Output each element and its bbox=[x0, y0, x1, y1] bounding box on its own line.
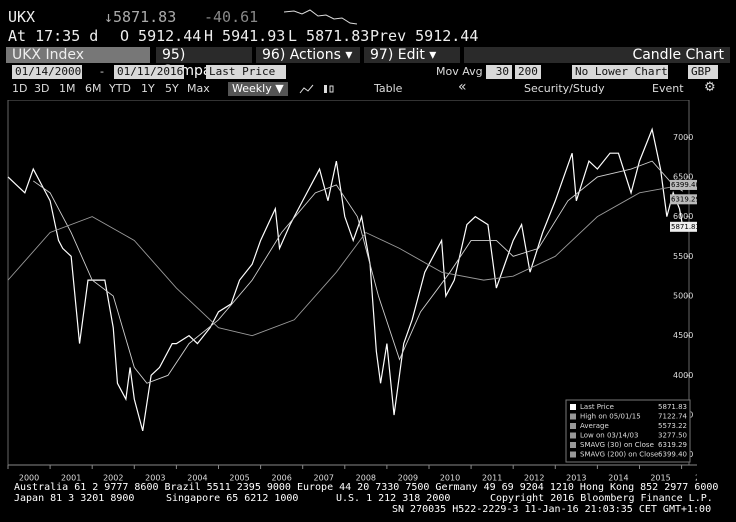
legend-label: Average bbox=[580, 422, 609, 430]
table-button[interactable]: Table bbox=[374, 82, 403, 95]
event-button[interactable]: Event bbox=[652, 82, 684, 95]
low: L 5871.83 bbox=[288, 27, 370, 45]
value-flag bbox=[670, 194, 697, 205]
legend-label: High on 05/01/15 bbox=[580, 413, 641, 421]
range-button[interactable]: YTD bbox=[109, 82, 131, 95]
legend-value: 6319.29 bbox=[658, 441, 687, 449]
y-tick-label: 5000 bbox=[673, 291, 693, 300]
security-label: UKX Index bbox=[6, 47, 150, 63]
x-tick-label: 2004 bbox=[187, 474, 207, 483]
legend-label: SMAVG (200) on Close bbox=[580, 451, 658, 459]
chart-icons bbox=[299, 84, 334, 94]
x-tick-label: 2008 bbox=[356, 474, 376, 483]
x-tick-label: 2013 bbox=[566, 474, 586, 483]
range-button[interactable]: 6M bbox=[85, 82, 102, 95]
legend-value: 3277.50 bbox=[658, 432, 687, 440]
legend-label: Low on 03/14/03 bbox=[580, 432, 638, 440]
sparkline bbox=[284, 9, 358, 25]
x-tick-label: 2003 bbox=[145, 474, 165, 483]
legend-box bbox=[565, 399, 691, 463]
range-button[interactable]: 1Y bbox=[141, 82, 155, 95]
series-line bbox=[32, 160, 684, 384]
time: At 17:35 d bbox=[8, 27, 99, 45]
footer-copyright: Copyright 2016 Bloomberg Finance L.P. bbox=[490, 493, 713, 504]
legend-swatch bbox=[570, 404, 576, 410]
legend-value: 5871.83 bbox=[658, 403, 687, 411]
field-select[interactable]: Last Price bbox=[206, 65, 286, 79]
y-tick-label: 5500 bbox=[673, 252, 693, 261]
x-tick-label: 201 bbox=[695, 474, 697, 483]
legend: Last Price 5871.83 High on 05/01/15 7122.74… bbox=[565, 399, 691, 463]
back-button[interactable]: « bbox=[458, 79, 467, 95]
y-tick-label: 4000 bbox=[673, 371, 693, 380]
footer-session: SN 270035 H522-2229-3 11-Jan-16 21:03:35… bbox=[392, 504, 712, 515]
x-tick-label: 2002 bbox=[103, 474, 123, 483]
legend-swatch bbox=[570, 423, 576, 429]
value-flag bbox=[670, 179, 697, 190]
x-tick-label: 2006 bbox=[271, 474, 291, 483]
last: ↓5871.83 bbox=[104, 8, 177, 26]
value-flag-label: 6319.29 bbox=[671, 195, 697, 203]
y-tick-label: 7000 bbox=[673, 133, 693, 142]
high: H 5941.93 bbox=[204, 27, 286, 45]
range-button[interactable]: 5Y bbox=[165, 82, 179, 95]
series-line bbox=[7, 127, 684, 432]
x-tick-label: 2012 bbox=[524, 474, 544, 483]
value-flag bbox=[670, 221, 697, 232]
legend-swatch bbox=[570, 432, 576, 439]
footer-us: U.S. 1 212 318 2000 bbox=[336, 493, 451, 504]
prev: Prev 5912.44 bbox=[370, 27, 479, 45]
legend-label: Last Price bbox=[580, 403, 614, 411]
compare-button[interactable]: 95) Compare bbox=[156, 47, 252, 79]
range-button[interactable]: 3D bbox=[34, 82, 50, 95]
footer-contacts: Australia 61 2 9777 8600 Brazil 5511 239… bbox=[14, 482, 719, 493]
period[interactable]: Weekly ▼ bbox=[228, 82, 288, 96]
date-dash: - bbox=[100, 65, 104, 78]
chart: 2000 2001 2002 2003 2004 2005 2006 2007 2008 2009… bbox=[7, 100, 697, 483]
x-tick-label: 2011 bbox=[482, 474, 502, 483]
x-tick-label: 2007 bbox=[314, 474, 334, 483]
open: O 5912.44 bbox=[120, 27, 202, 45]
start-date[interactable]: 01/14/2000 bbox=[12, 65, 82, 79]
legend-value: 5573.22 bbox=[658, 422, 687, 430]
study-button[interactable]: Security/Study bbox=[524, 82, 605, 95]
mov-avg-label: Mov Avg bbox=[436, 65, 483, 78]
value-flag-label: 6399.40 bbox=[671, 181, 697, 189]
end-date[interactable]: 01/11/2016 bbox=[114, 65, 184, 79]
range-button[interactable]: 1D bbox=[12, 82, 28, 95]
x-tick-label: 2001 bbox=[61, 474, 81, 483]
x-tick-label: 2010 bbox=[440, 474, 460, 483]
footer-singapore: Singapore 65 6212 1000 bbox=[166, 493, 299, 504]
ticker: UKX bbox=[8, 8, 36, 26]
x-tick-label: 2015 bbox=[650, 474, 670, 483]
legend-value: 6399.40 bbox=[658, 451, 687, 459]
legend-swatch bbox=[570, 442, 576, 448]
lower-chart[interactable]: No Lower Chart bbox=[572, 65, 668, 79]
x-tick-label: 2000 bbox=[19, 474, 39, 483]
footer-japan: Japan 81 3 3201 8900 bbox=[14, 493, 135, 504]
actions-button[interactable]: 96) Actions ▾ bbox=[256, 47, 360, 63]
chart-kind: Candle Chart bbox=[464, 47, 730, 63]
value-flag-label: 5871.83 bbox=[671, 223, 697, 231]
ma2[interactable]: 200 bbox=[515, 65, 541, 79]
edit-button[interactable]: 97) Edit ▾ bbox=[364, 47, 460, 63]
settings-icon[interactable]: ⚙ bbox=[704, 80, 716, 95]
y-tick-label: 4500 bbox=[673, 331, 693, 340]
x-tick-label: 2009 bbox=[398, 474, 418, 483]
series-line bbox=[7, 184, 683, 337]
ma1[interactable]: 30 bbox=[486, 65, 512, 79]
legend-swatch bbox=[570, 413, 576, 420]
legend-value: 7122.74 bbox=[658, 413, 687, 421]
currency[interactable]: GBP bbox=[688, 65, 718, 79]
range-button[interactable]: 1M bbox=[59, 82, 76, 95]
y-tick-label: 6500 bbox=[673, 172, 693, 181]
x-tick-label: 2005 bbox=[229, 474, 249, 483]
x-tick-label: 2014 bbox=[608, 474, 628, 483]
legend-label: SMAVG (30) on Close bbox=[580, 441, 654, 449]
range-button[interactable]: Max bbox=[187, 82, 210, 95]
change: -40.61 bbox=[204, 8, 259, 26]
legend-swatch bbox=[570, 451, 576, 458]
y-tick-label: 6000 bbox=[673, 212, 693, 221]
